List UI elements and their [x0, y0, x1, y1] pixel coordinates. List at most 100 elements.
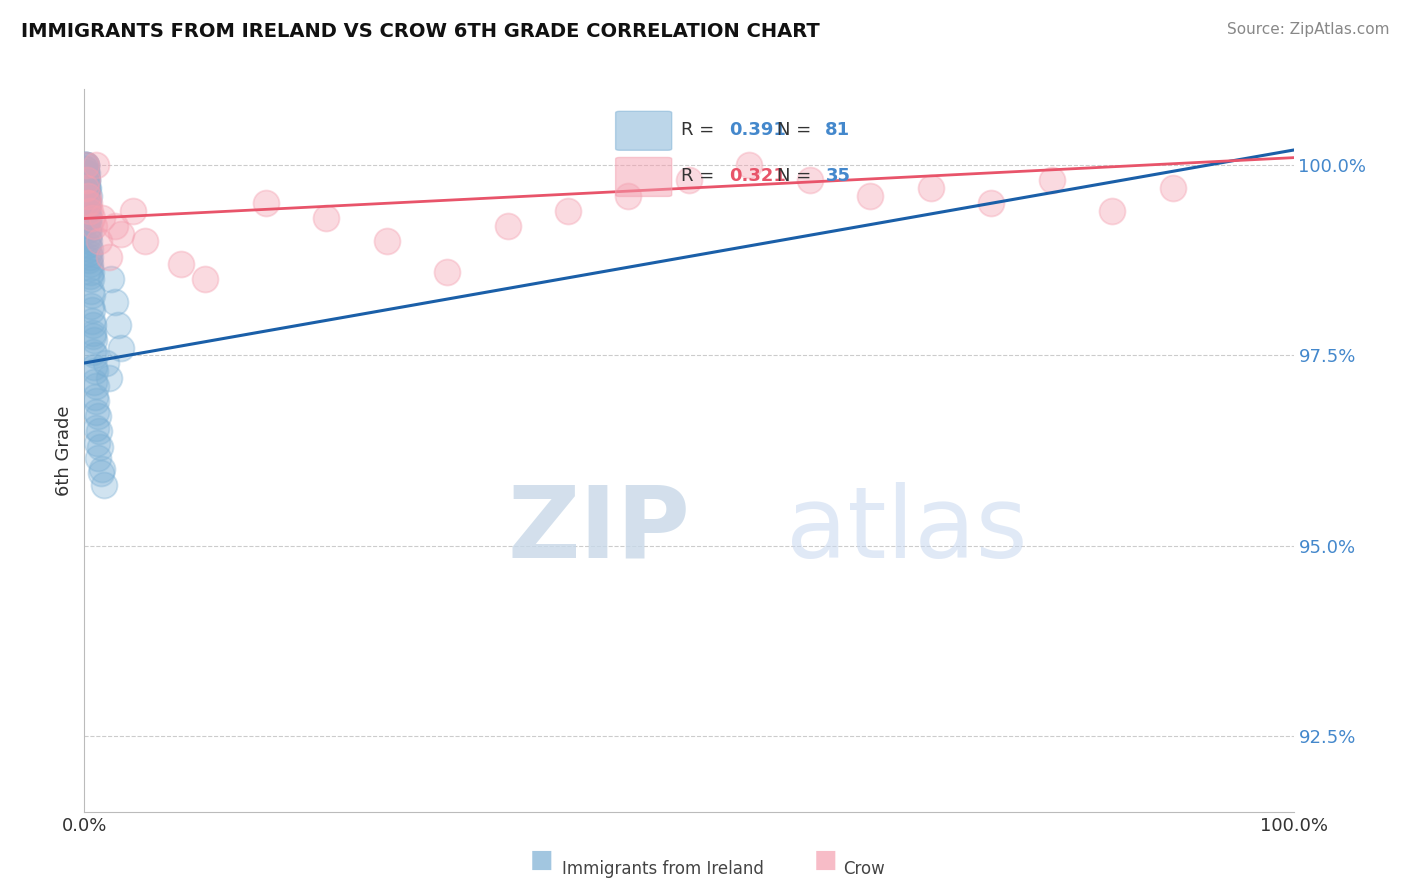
Text: N =: N =	[778, 168, 817, 186]
Point	[87, 425, 110, 439]
Point	[76, 196, 98, 211]
Point	[436, 265, 458, 279]
Point	[557, 203, 579, 218]
Point	[75, 158, 97, 172]
Point	[1101, 203, 1123, 218]
Point	[76, 181, 98, 195]
Point	[1161, 181, 1184, 195]
Point	[75, 162, 97, 177]
Point	[83, 359, 105, 374]
Point	[87, 235, 110, 249]
Point	[110, 227, 132, 241]
Point	[75, 158, 97, 172]
Text: ZIP: ZIP	[508, 482, 690, 579]
Point	[83, 348, 105, 362]
Point	[75, 158, 97, 172]
Point	[254, 196, 277, 211]
Point	[82, 302, 104, 317]
Point	[97, 250, 120, 264]
Point	[79, 242, 101, 256]
Point	[75, 178, 97, 192]
Point	[77, 227, 100, 241]
Point	[75, 162, 97, 177]
Point	[82, 318, 104, 332]
Point	[79, 265, 101, 279]
Point	[79, 268, 101, 283]
Point	[84, 405, 107, 419]
Point	[375, 235, 398, 249]
Point	[80, 299, 103, 313]
Point	[100, 272, 122, 286]
Point	[86, 435, 108, 450]
Point	[76, 196, 98, 211]
Point	[79, 257, 101, 271]
Point	[1040, 173, 1063, 187]
Point	[920, 181, 942, 195]
Point	[75, 193, 97, 207]
Point	[80, 272, 103, 286]
Point	[76, 196, 98, 211]
Point	[91, 211, 114, 226]
Point	[77, 211, 100, 226]
Point	[84, 363, 107, 377]
Point	[79, 203, 101, 218]
Point	[83, 219, 105, 233]
Text: Immigrants from Ireland: Immigrants from Ireland	[562, 860, 765, 878]
Point	[76, 173, 98, 187]
Point	[94, 356, 117, 370]
Point	[75, 166, 97, 180]
Point	[83, 375, 105, 389]
Text: atlas: atlas	[786, 482, 1028, 579]
Point	[84, 379, 107, 393]
Point	[84, 420, 107, 434]
Point	[84, 390, 107, 404]
Point	[80, 287, 103, 301]
FancyBboxPatch shape	[616, 158, 672, 196]
Point	[80, 314, 103, 328]
Point	[77, 188, 100, 202]
Point	[859, 188, 882, 202]
Point	[104, 219, 127, 233]
Text: IMMIGRANTS FROM IRELAND VS CROW 6TH GRADE CORRELATION CHART: IMMIGRANTS FROM IRELAND VS CROW 6TH GRAD…	[21, 22, 820, 41]
Point	[75, 169, 97, 184]
Point	[134, 235, 156, 249]
Point	[75, 169, 97, 184]
Point	[76, 173, 98, 187]
Point	[104, 295, 127, 310]
Point	[73, 166, 96, 180]
Point	[86, 158, 108, 172]
Point	[77, 245, 100, 260]
Point	[76, 188, 98, 202]
Point	[75, 178, 97, 192]
Point	[799, 173, 821, 187]
Point	[83, 333, 105, 347]
Point	[75, 158, 97, 172]
Point	[75, 158, 97, 172]
Point	[315, 211, 337, 226]
Point	[107, 318, 129, 332]
Point	[93, 477, 115, 491]
Point	[91, 462, 114, 476]
Point	[76, 181, 98, 195]
Point	[77, 203, 100, 218]
Point	[89, 440, 111, 454]
Point	[617, 188, 640, 202]
Text: 35: 35	[825, 168, 851, 186]
Point	[75, 166, 97, 180]
Point	[980, 196, 1002, 211]
Text: 81: 81	[825, 121, 851, 139]
Point	[82, 326, 104, 340]
Point	[77, 219, 100, 233]
Point	[77, 238, 100, 252]
Point	[77, 230, 100, 244]
Text: ■: ■	[814, 848, 837, 872]
Point	[82, 329, 104, 343]
Point	[87, 451, 110, 466]
Text: ■: ■	[530, 848, 553, 872]
Point	[194, 272, 217, 286]
Text: 0.321: 0.321	[730, 168, 786, 186]
Point	[75, 173, 97, 187]
Point	[77, 188, 100, 202]
Point	[76, 223, 98, 237]
Point	[80, 211, 103, 226]
